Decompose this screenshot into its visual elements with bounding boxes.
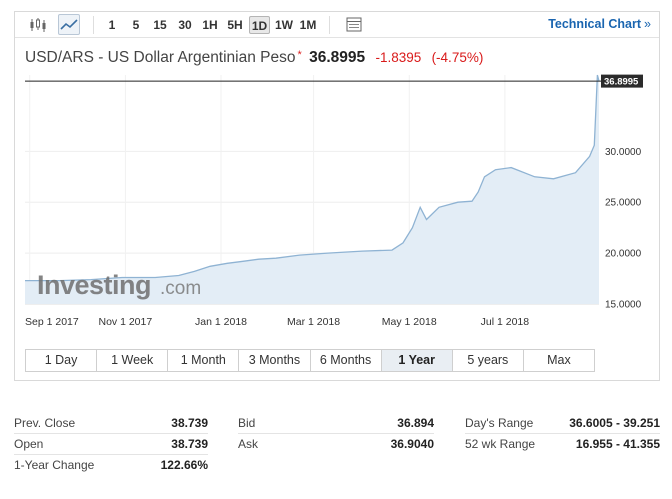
price-change-percent: (-4.75%) [431, 50, 484, 65]
toolbar-divider [329, 16, 330, 34]
prev-close-label: Prev. Close [14, 416, 76, 430]
timeframe-15[interactable]: 15 [153, 18, 167, 32]
row-divider [238, 433, 434, 434]
y-tick-label: 25.0000 [605, 198, 642, 209]
timeframe-1h[interactable]: 1H [202, 18, 218, 32]
y-axis: 30.0000 25.0000 20.0000 15.0000 [605, 147, 642, 311]
x-tick-label: May 1 2018 [382, 316, 437, 328]
ask-value: 36.9040 [390, 437, 434, 451]
candlestick-icon[interactable] [27, 14, 49, 35]
technical-chart-label: Technical Chart [548, 17, 642, 31]
price-line [25, 74, 600, 282]
range-6-months[interactable]: 6 Months [310, 350, 382, 371]
year-change-label: 1-Year Change [14, 458, 95, 472]
row-divider [14, 433, 208, 434]
timeframe-30[interactable]: 30 [178, 18, 192, 32]
line-chart-icon[interactable] [58, 14, 80, 35]
chart-widget: 1 5 15 30 1H 5H 1D 1W 1M Technical Chart… [14, 11, 660, 381]
row-divider [14, 454, 208, 455]
x-tick-label: Jan 1 2018 [195, 316, 247, 328]
ask-label: Ask [238, 437, 259, 451]
range-1-year[interactable]: 1 Year [381, 350, 453, 371]
data-table-icon[interactable] [343, 14, 365, 35]
price-chart[interactable]: Investing .com 36.8995 30.0000 25.0000 20.… [15, 12, 659, 342]
y-tick-label: 15.0000 [605, 300, 642, 311]
wk52-range-label: 52 wk Range [465, 437, 536, 451]
x-tick-label: Sep 1 2017 [25, 316, 79, 328]
toolbar-divider [93, 16, 94, 34]
year-change-value: 122.66% [160, 458, 208, 472]
wk52-range-value: 16.955 - 41.355 [575, 437, 660, 451]
last-price-tag-label: 36.8995 [604, 77, 639, 88]
row-divider [465, 433, 660, 434]
range-1-week[interactable]: 1 Week [97, 350, 169, 371]
timeframe-5h[interactable]: 5H [227, 18, 243, 32]
open-value: 38.739 [171, 437, 208, 451]
x-axis: Sep 1 2017 Nov 1 2017 Jan 1 2018 Mar 1 2018… [25, 316, 529, 328]
timeframe-5[interactable]: 5 [132, 18, 140, 32]
bid-label: Bid [238, 416, 256, 430]
technical-chart-link[interactable]: Technical Chart» [548, 17, 651, 31]
range-1-month[interactable]: 1 Month [168, 350, 240, 371]
x-tick-label: Mar 1 2018 [287, 316, 340, 328]
watermark-logo: Investing [37, 270, 151, 300]
price-area [25, 75, 599, 304]
days-range-label: Day's Range [465, 416, 534, 430]
range-1-day[interactable]: 1 Day [26, 350, 98, 371]
range-3-months[interactable]: 3 Months [239, 350, 311, 371]
last-price: 36.8995 [309, 49, 366, 66]
watermark-logo-suffix: .com [160, 278, 201, 299]
days-range-value: 36.6005 - 39.251 [569, 416, 660, 430]
price-change: -1.8395 [375, 50, 422, 65]
open-label: Open [14, 437, 44, 451]
delayed-star: * [297, 49, 302, 61]
timeframe-1m[interactable]: 1M [299, 18, 317, 32]
prev-close-value: 38.739 [171, 416, 208, 430]
instrument-name: USD/ARS - US Dollar Argentinian Peso [25, 49, 296, 66]
bid-value: 36.894 [397, 416, 434, 430]
range-5-years[interactable]: 5 years [452, 350, 524, 371]
last-price-tag [601, 74, 643, 88]
x-tick-label: Jul 1 2018 [481, 316, 530, 328]
range-selector: 1 Day 1 Week 1 Month 3 Months 6 Months 1… [25, 349, 595, 372]
double-chevron-right-icon: » [644, 17, 651, 31]
quote-header: USD/ARS - US Dollar Argentinian Peso * 36… [25, 49, 483, 67]
y-tick-label: 20.0000 [605, 249, 642, 260]
chart-toolbar: 1 5 15 30 1H 5H 1D 1W 1M Technical Chart… [15, 12, 659, 38]
timeframe-1[interactable]: 1 [108, 18, 116, 32]
range-max[interactable]: Max [523, 350, 594, 371]
timeframe-1d[interactable]: 1D [249, 16, 270, 34]
timeframe-1w[interactable]: 1W [275, 18, 293, 32]
x-tick-label: Nov 1 2017 [99, 316, 153, 328]
y-tick-label: 30.0000 [605, 147, 642, 158]
